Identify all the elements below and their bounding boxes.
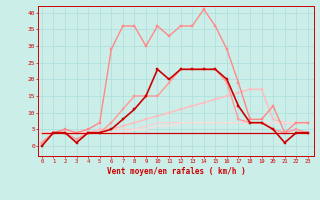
X-axis label: Vent moyen/en rafales ( km/h ): Vent moyen/en rafales ( km/h ) — [107, 167, 245, 176]
